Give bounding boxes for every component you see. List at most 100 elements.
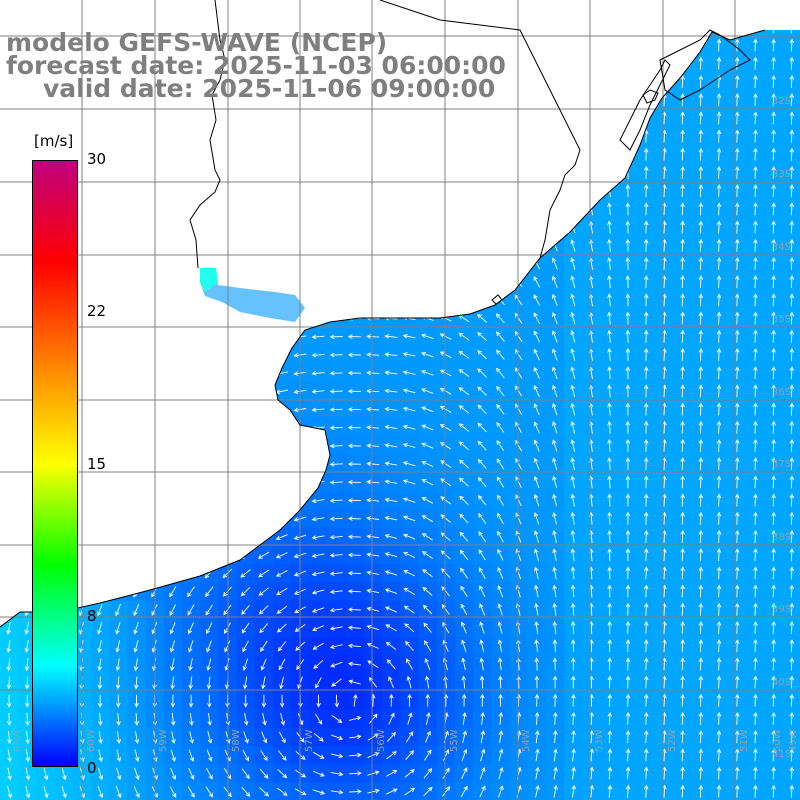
speed-cell [564,109,583,128]
wind-arrow [311,261,325,267]
speed-cell [0,491,19,511]
wind-arrow [495,186,506,196]
wind-arrow [185,442,197,450]
wind-arrow [184,279,197,286]
speed-cell [254,182,274,201]
wind-arrow [439,187,452,194]
wind-arrow [275,116,289,121]
wind-arrow [185,478,197,487]
wind-arrow [772,3,776,15]
speed-cell [436,109,456,128]
lat-label: 32S [772,96,791,107]
speed-cell [309,127,329,147]
speed-cell [400,291,420,310]
wind-arrow [132,549,141,561]
wind-arrow [23,440,32,452]
speed-cell [509,163,529,183]
speed-cell [127,163,147,183]
speed-cell [382,273,401,292]
speed-cell [127,491,147,511]
speed-cell [0,91,19,110]
speed-cell [91,364,110,383]
wind-arrow [3,187,15,195]
wind-arrow [23,513,31,525]
speed-cell [254,254,274,274]
speed-cell [418,145,438,165]
speed-cell [236,109,256,128]
speed-cell [109,273,128,292]
wind-arrow [203,460,215,468]
wind-arrow [514,185,523,197]
wind-arrow [275,243,289,249]
speed-cell [509,72,529,92]
wind-arrow [384,206,398,212]
wind-arrow [203,406,215,413]
speed-cell [200,436,219,456]
wind-arrow [166,351,179,359]
speed-cell [436,145,456,165]
speed-cell [345,218,365,238]
wind-arrow [608,30,611,34]
speed-cell [109,218,128,238]
wind-arrow [533,239,541,252]
speed-cell [509,30,529,37]
wind-arrow [184,406,197,413]
wind-arrow [22,404,32,415]
speed-cell [455,182,474,201]
speed-cell [400,254,420,274]
speed-cell [509,182,529,201]
speed-cell [236,218,256,238]
speed-cell [254,491,274,511]
speed-cell [291,436,310,456]
speed-cell [273,145,292,165]
speed-cell [127,273,147,292]
speed-cell [91,382,110,401]
speed-cell [382,109,401,128]
speed-cell [327,254,347,274]
wind-arrow [130,315,142,322]
wind-arrow [58,7,69,12]
wind-arrow [439,169,452,176]
wind-arrow [203,424,215,431]
speed-cell [455,30,474,37]
speed-cell [182,473,201,492]
wind-arrow [439,151,452,158]
wind-arrow [112,296,124,304]
wind-arrow [3,259,15,269]
wind-arrow [495,222,505,233]
speed-cell [382,236,401,256]
speed-cell [236,254,256,274]
wind-arrow [384,170,398,175]
speed-cell [728,0,747,19]
speed-cell [582,163,602,183]
lon-label: 61W [12,729,23,752]
speed-cell [254,509,274,529]
speed-cell [327,109,347,128]
wind-arrow [238,316,252,322]
speed-cell [273,782,292,800]
speed-cell [455,236,474,256]
wind-arrow [203,8,215,12]
wind-arrow [514,167,523,178]
speed-cell [127,436,147,456]
wind-arrow [240,8,252,12]
wind-arrow [458,30,470,31]
wind-arrow [21,278,33,287]
wind-arrow [625,147,631,161]
wind-arrow [275,280,289,285]
speed-cell [163,182,183,201]
speed-cell [273,509,292,529]
wind-arrow [3,114,15,122]
wind-arrow [238,116,252,122]
speed-cell [182,163,201,183]
wind-arrow [111,151,124,158]
speed-cell [91,345,110,365]
wind-arrow [167,424,179,432]
speed-cell [254,400,274,420]
wind-arrow [130,242,143,249]
lat-label: 40S [772,677,791,688]
speed-cell [163,382,183,401]
speed-cell [254,473,274,492]
wind-arrow [203,514,215,523]
speed-cell [382,291,401,310]
